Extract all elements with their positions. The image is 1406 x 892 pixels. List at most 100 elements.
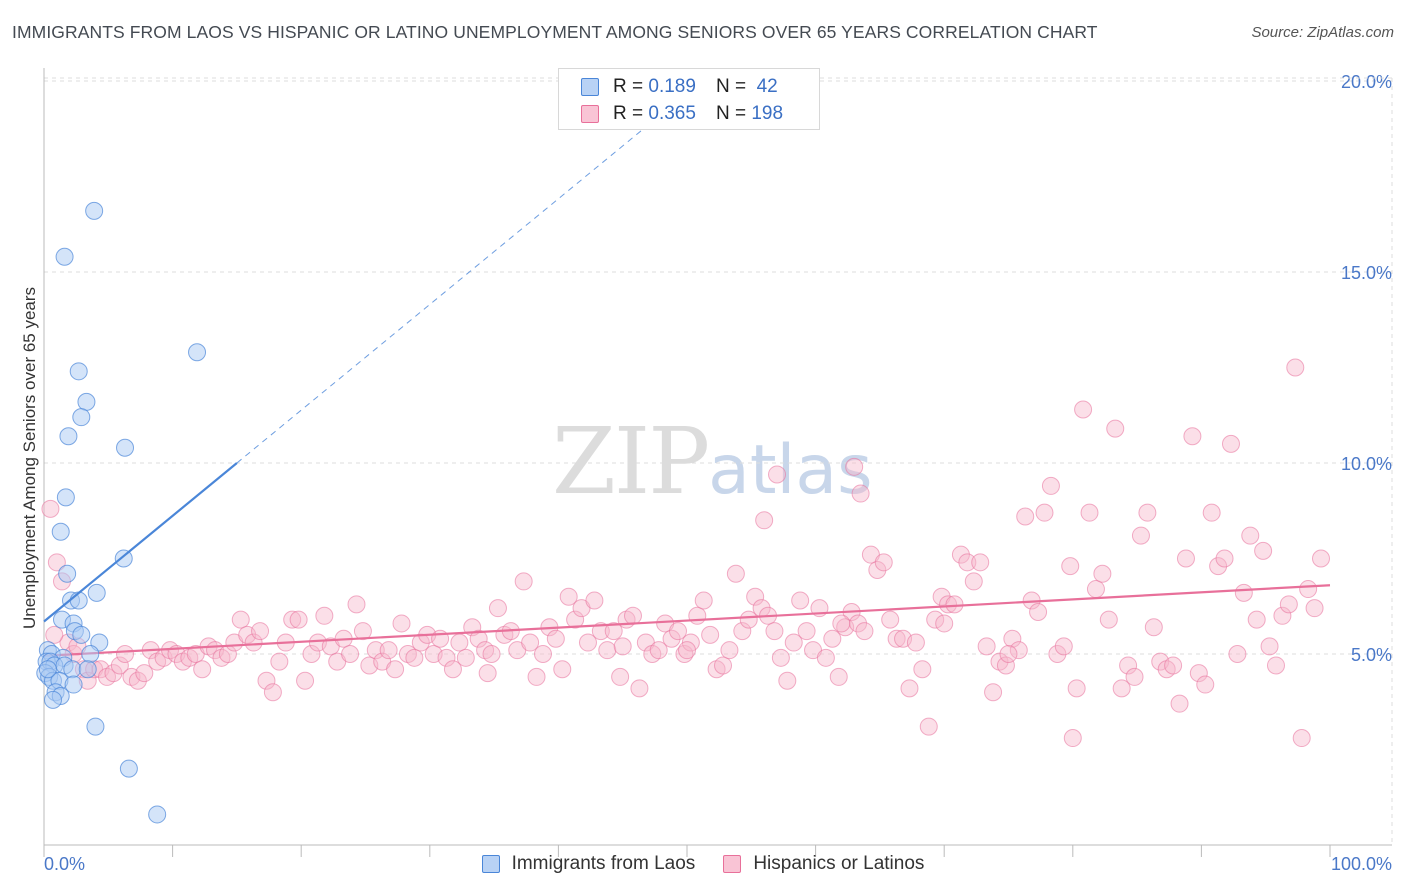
data-point-hispanic	[1074, 400, 1093, 419]
data-point-laos	[78, 660, 97, 679]
data-point-hispanic	[1202, 503, 1221, 522]
data-point-hispanic	[386, 660, 405, 679]
data-point-hispanic	[405, 648, 424, 667]
legend-label-hispanic: Hispanics or Latinos	[753, 853, 925, 874]
data-point-hispanic	[984, 683, 1003, 702]
data-point-hispanic	[128, 671, 147, 690]
data-point-hispanic	[668, 622, 687, 641]
data-point-hispanic	[939, 595, 958, 614]
data-point-hispanic	[945, 595, 964, 614]
data-point-hispanic	[478, 664, 497, 683]
data-point-hispanic	[881, 610, 900, 629]
data-point-hispanic	[1196, 675, 1215, 694]
data-point-hispanic	[1292, 729, 1311, 748]
data-point-hispanic	[816, 648, 835, 667]
data-point-laos	[38, 660, 57, 679]
data-point-hispanic	[720, 641, 739, 660]
data-point-hispanic	[411, 633, 430, 652]
data-point-hispanic	[630, 679, 649, 698]
legend-n-label: N =	[715, 103, 747, 124]
data-point-hispanic	[778, 671, 797, 690]
data-point-hispanic	[701, 625, 720, 644]
data-point-hispanic	[104, 664, 123, 683]
data-point-hispanic	[906, 633, 925, 652]
watermark-zip: ZIP	[552, 408, 710, 515]
data-point-hispanic	[1063, 729, 1082, 748]
trendline-laos	[43, 462, 238, 623]
data-point-hispanic	[527, 667, 546, 686]
data-point-hispanic	[366, 641, 385, 660]
data-point-hispanic	[913, 660, 932, 679]
legend-label-laos: Immigrants from Laos	[511, 853, 696, 874]
data-point-hispanic	[559, 587, 578, 606]
x-tick-label-max: 100.0%	[1331, 854, 1392, 874]
data-point-hispanic	[765, 622, 784, 641]
data-point-hispanic	[1067, 679, 1086, 698]
data-point-laos	[116, 438, 135, 457]
data-point-laos	[55, 247, 74, 266]
data-point-hispanic	[1041, 476, 1060, 495]
legend-n-value: 198	[751, 103, 784, 124]
data-point-hispanic	[1119, 656, 1138, 675]
data-point-hispanic	[1183, 427, 1202, 446]
data-point-hispanic	[270, 652, 289, 671]
data-point-hispanic	[1260, 637, 1279, 656]
legend-n-label: N =	[715, 76, 747, 97]
legend-r-value: 0.189	[648, 76, 696, 97]
data-point-hispanic	[694, 591, 713, 610]
data-point-laos	[72, 625, 91, 644]
data-point-hispanic	[1016, 507, 1035, 526]
legend-r-label: R =	[613, 76, 644, 97]
data-point-hispanic	[533, 645, 552, 663]
data-point-hispanic	[919, 717, 938, 736]
data-point-hispanic	[1099, 610, 1118, 629]
data-point-hispanic	[45, 625, 64, 644]
data-point-laos	[58, 564, 77, 583]
data-point-hispanic	[341, 645, 360, 663]
data-point-hispanic	[791, 591, 810, 610]
data-point-hispanic	[1029, 602, 1048, 621]
data-point-laos	[85, 201, 104, 220]
legend-item-hispanic[interactable]: Hispanics or Latinos	[723, 853, 924, 875]
data-point-hispanic	[1080, 503, 1099, 522]
trendline-laos-extension	[236, 113, 662, 464]
data-point-hispanic	[768, 465, 787, 484]
data-point-hispanic	[302, 645, 321, 663]
data-point-hispanic	[999, 645, 1018, 663]
data-point-hispanic	[823, 629, 842, 648]
data-point-hispanic	[1266, 656, 1285, 675]
legend-row-hispanic: R = 0.365 N = 198	[581, 102, 783, 126]
data-point-hispanic	[566, 610, 585, 629]
data-point-hispanic	[733, 622, 752, 641]
data-point-hispanic	[591, 622, 610, 641]
data-point-hispanic	[135, 664, 154, 683]
data-point-hispanic	[977, 637, 996, 656]
data-point-hispanic	[1234, 583, 1253, 602]
data-point-hispanic	[1035, 503, 1054, 522]
data-point-hispanic	[482, 645, 501, 663]
data-point-hispanic	[437, 648, 456, 667]
data-point-hispanic	[1221, 434, 1240, 453]
data-point-hispanic	[347, 595, 366, 614]
data-point-hispanic	[521, 633, 540, 652]
data-point-hispanic	[598, 641, 617, 660]
data-point-hispanic	[296, 671, 315, 690]
data-point-hispanic	[392, 614, 411, 633]
data-point-hispanic	[469, 629, 488, 648]
data-point-hispanic	[41, 499, 60, 518]
data-point-hispanic	[996, 656, 1015, 675]
data-point-hispanic	[1164, 656, 1183, 675]
data-point-hispanic	[1125, 667, 1144, 686]
legend-swatch-laos	[481, 855, 500, 873]
correlation-legend: R = 0.189 N = 42 R = 0.365 N = 198	[558, 68, 820, 130]
data-point-laos	[114, 549, 133, 568]
x-tick-label-min: 0.0%	[44, 854, 85, 874]
legend-item-laos[interactable]: Immigrants from Laos	[481, 853, 696, 875]
legend-swatch-hispanic	[581, 105, 599, 123]
data-point-hispanic	[1170, 694, 1189, 713]
data-point-hispanic	[546, 629, 565, 648]
data-point-hispanic	[958, 553, 977, 572]
data-point-hispanic	[797, 622, 816, 641]
data-point-hispanic	[662, 629, 681, 648]
